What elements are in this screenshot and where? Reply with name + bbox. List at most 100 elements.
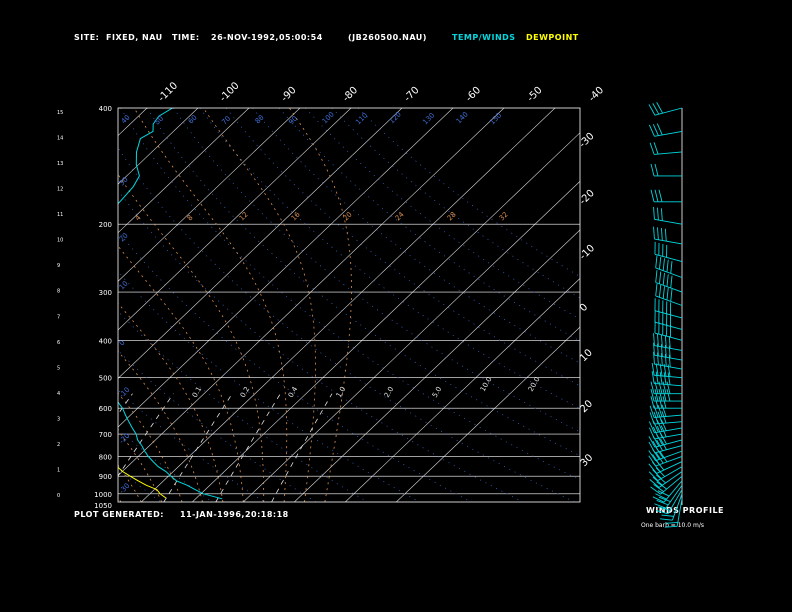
isotherm-line (243, 180, 580, 502)
wind-barb-flag (658, 396, 663, 409)
wind-barb-staff (654, 414, 683, 418)
wind-barb-flag (654, 503, 667, 509)
wind-barb-flag (653, 351, 655, 365)
mixing-ratio-label: 2.0 (383, 385, 395, 399)
wind-barb-staff (654, 345, 683, 351)
moist-adiabat-label: 8 (186, 214, 195, 223)
mixing-ratio-line (118, 393, 174, 477)
wind-barb-flag (657, 352, 659, 365)
pressure-tick-label: 800 (99, 453, 112, 461)
wind-barb-flag (658, 388, 663, 402)
dry-adiabat-label: 60 (187, 113, 199, 125)
wind-barb-flag (655, 363, 659, 376)
wind-barb-flag (656, 419, 663, 432)
moist-adiabat-label: 4 (134, 213, 143, 222)
wind-barb-flag (662, 381, 667, 394)
wind-barb-flag (655, 452, 664, 464)
site-label: SITE: (74, 33, 100, 42)
wind-barb-flag (660, 438, 667, 450)
wind-barb-flag (664, 335, 667, 348)
wind-barb-flag (650, 189, 655, 202)
legend-temp: TEMP/WINDS (452, 33, 516, 42)
time-label: TIME: (172, 33, 200, 42)
wind-barb-flag (652, 420, 659, 433)
wind-barb-flag (650, 388, 655, 402)
dry-adiabat-left-label: 20 (118, 231, 130, 243)
dry-adiabat-line (225, 108, 580, 387)
wind-barb-flag (648, 441, 656, 454)
isotherm-line (118, 108, 403, 379)
wind-barb-staff (657, 466, 683, 481)
wind-barb-flag (652, 440, 660, 453)
dry-adiabat-line (120, 108, 580, 481)
wind-barb-flag (666, 381, 671, 394)
wind-barb-flag (657, 343, 659, 356)
moist-adiabat-label: 20 (342, 210, 354, 222)
right-temperature-label: 10 (578, 347, 595, 364)
wind-barb-flag (654, 163, 659, 177)
dry-adiabat-line (118, 350, 317, 502)
dry-adiabat-label: 90 (287, 114, 299, 126)
mixing-ratio-label: 5.0 (431, 385, 443, 399)
pressure-tick-label: 900 (99, 473, 112, 481)
isotherm-line (345, 278, 580, 502)
wind-barb-staff (654, 130, 683, 137)
wind-barb-flag (656, 500, 669, 506)
wind-barb-flag (653, 411, 659, 424)
wind-barb-flag (666, 259, 669, 273)
wind-barb-staff (654, 310, 683, 319)
wind-barb-flag (655, 283, 658, 296)
top-temperature-label: -90 (279, 85, 298, 104)
dry-adiabat-label: 150 (488, 111, 503, 126)
moist-adiabat-label: 24 (394, 210, 406, 222)
axis-labels: 4002003004005006007008009001000105015141… (57, 80, 606, 510)
wind-barb-flag (660, 228, 663, 241)
wind-barb-flag (659, 451, 668, 463)
wind-barb-flag (648, 427, 655, 440)
pressure-tick-label: 1050 (94, 502, 112, 510)
moist-adiabat-line (118, 496, 122, 502)
wind-barb-flag (660, 419, 667, 431)
wind-barb-flag (648, 421, 655, 434)
wind-barb-staff (654, 374, 683, 379)
dry-adiabat-label: 80 (254, 113, 266, 125)
top-temperature-label: -100 (218, 80, 242, 104)
moist-adiabat-line (118, 430, 163, 502)
wind-barb-staff (654, 354, 683, 361)
wind-barb-staff (663, 480, 683, 503)
height-km-label: 11 (57, 212, 63, 218)
wind-barb-staff (658, 471, 683, 488)
wind-barb-flag (658, 256, 662, 270)
file-value: (JB260500.NAU) (348, 33, 427, 42)
top-temperature-label: -80 (341, 85, 360, 104)
wind-barb-staff (655, 267, 683, 278)
wind-barb-flag (652, 476, 663, 486)
wind-barb-staff (654, 439, 683, 448)
top-temperature-label: -40 (587, 85, 606, 104)
wind-barb-flag (662, 258, 665, 271)
wind-barb-flag (648, 436, 656, 448)
wind-barb-flag (664, 228, 667, 242)
dry-adiabat-line (0, 108, 57, 502)
wind-barb-flag (660, 334, 663, 348)
wind-barb-flag (655, 493, 667, 500)
wind-barb-flag (648, 104, 656, 116)
wind-barb-flag (668, 345, 671, 358)
height-km-label: 9 (57, 263, 60, 269)
wind-barb-staff (655, 450, 683, 462)
top-temperature-label: -110 (156, 80, 180, 104)
mixing-ratio-line (4, 394, 83, 502)
isotherm-line (396, 326, 580, 502)
moist-adiabat-line (118, 350, 203, 502)
mixing-ratio-line (0, 394, 15, 502)
mixing-ratio-line (0, 394, 48, 502)
wind-barb-flag (653, 342, 655, 356)
wind-barb-flag (661, 411, 667, 424)
mixing-ratio-label: 0.4 (287, 385, 300, 399)
height-km-label: 4 (57, 391, 60, 397)
right-temperature-label: -10 (578, 243, 597, 262)
isotherm-line (294, 229, 580, 502)
moist-adiabat-line (133, 108, 288, 502)
top-temperature-label: -70 (402, 85, 421, 104)
wind-barbs (648, 102, 683, 528)
